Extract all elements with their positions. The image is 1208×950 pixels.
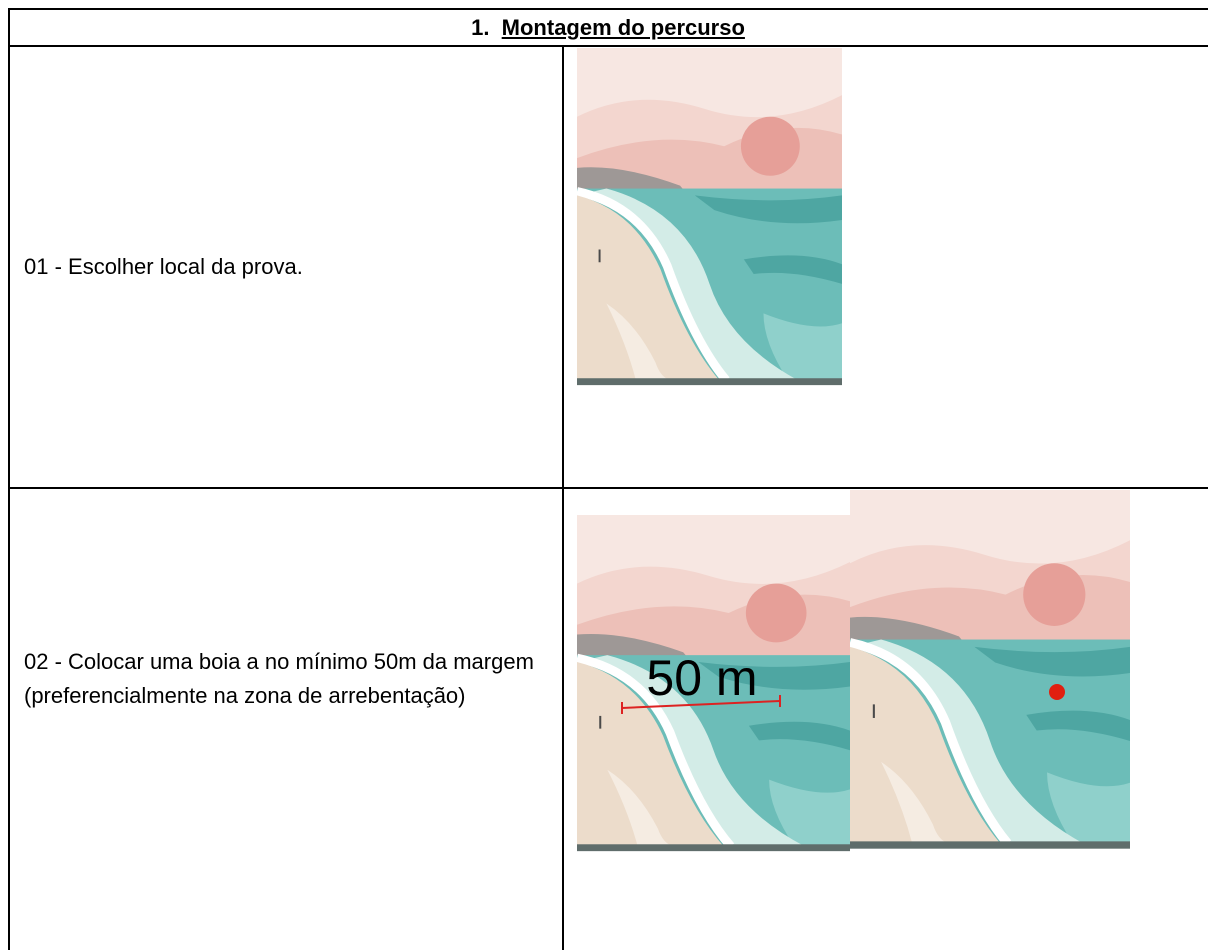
annotation: 50 m bbox=[646, 650, 757, 706]
row-text: 01 - Escolher local da prova. bbox=[24, 254, 303, 279]
border bbox=[8, 8, 1208, 10]
header-title: Montagem do percurso bbox=[501, 15, 745, 40]
beach-image bbox=[577, 48, 842, 392]
border bbox=[8, 487, 1208, 489]
beach-image bbox=[850, 490, 1130, 856]
header-number: 1. bbox=[471, 15, 490, 40]
illustration bbox=[850, 490, 1130, 849]
border bbox=[8, 45, 1208, 47]
distance-line bbox=[621, 700, 781, 709]
row-text: 02 - Colocar uma boia a no mínimo 50m da… bbox=[24, 649, 534, 708]
header: 1. Montagem do percurso bbox=[8, 8, 1208, 46]
border bbox=[562, 45, 564, 950]
buoy bbox=[1049, 684, 1065, 700]
illustration bbox=[577, 48, 842, 385]
border bbox=[8, 8, 10, 950]
beach-image: 50 m bbox=[577, 515, 850, 858]
